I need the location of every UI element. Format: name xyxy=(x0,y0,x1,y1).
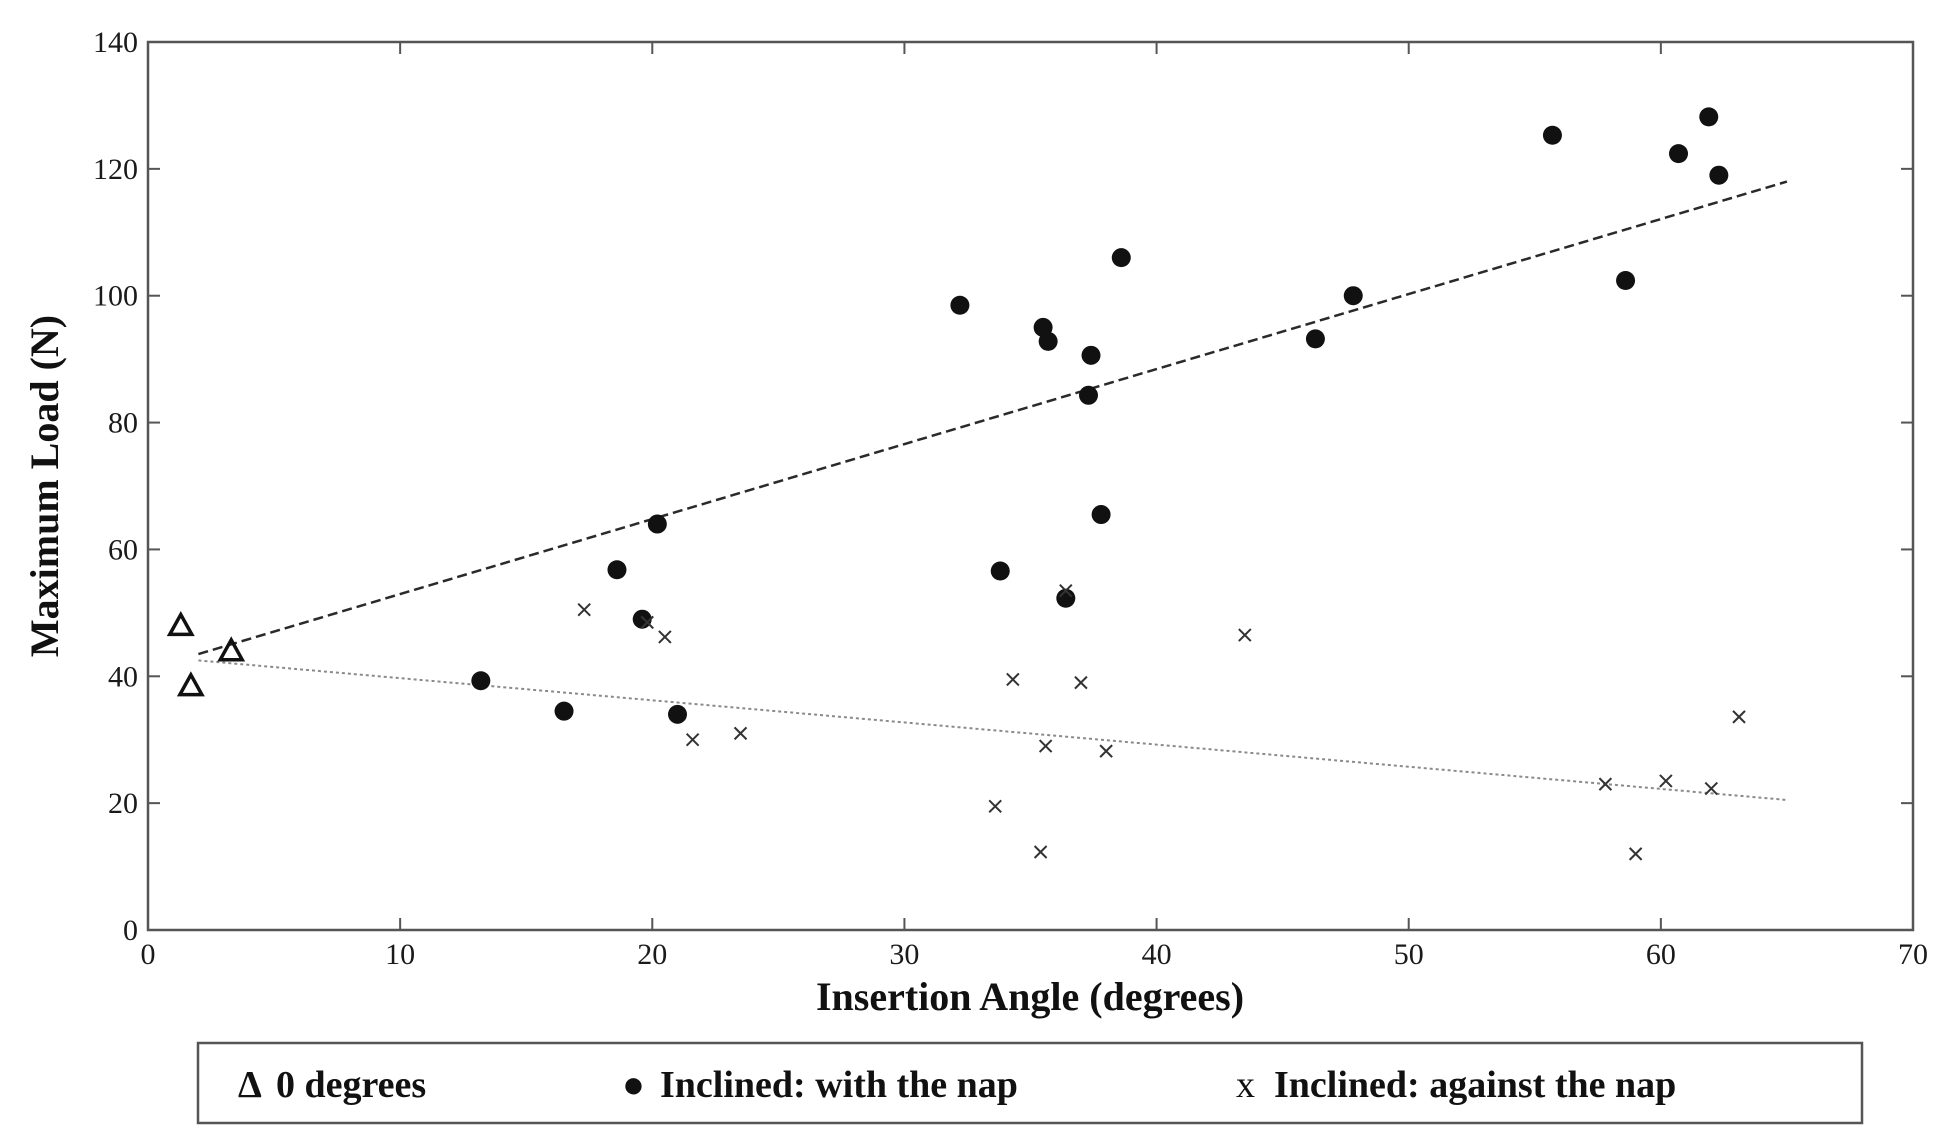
point-against-nap xyxy=(1006,672,1020,687)
point-with-nap xyxy=(1709,165,1729,185)
y-tick-label: 20 xyxy=(108,787,138,820)
legend-label-against-nap: Inclined: against the nap xyxy=(1274,1064,1676,1106)
point-against-nap xyxy=(1659,774,1673,788)
point-with-nap xyxy=(632,609,652,629)
x-axis-title: Insertion Angle (degrees) xyxy=(816,974,1244,1019)
x-tick-label: 40 xyxy=(1142,938,1172,971)
point-against-nap xyxy=(1059,583,1073,598)
point-with-nap xyxy=(1091,505,1111,525)
point-with-nap xyxy=(668,704,687,724)
point-against-nap xyxy=(1628,847,1643,861)
point-with-nap xyxy=(607,560,627,580)
point-against-nap xyxy=(733,726,748,741)
point-with-nap xyxy=(1078,385,1098,405)
y-tick-label: 80 xyxy=(108,407,138,440)
point-against-nap xyxy=(1732,710,1746,724)
x-tick-label: 50 xyxy=(1394,938,1424,971)
y-axis-title: Maximum Load (N) xyxy=(22,315,67,657)
point-with-nap xyxy=(1616,270,1636,290)
legend-symbol-x: x xyxy=(1236,1064,1255,1106)
point-against-nap xyxy=(1704,781,1718,796)
x-tick-label: 20 xyxy=(637,938,667,971)
point-with-nap xyxy=(647,514,667,534)
plot-area xyxy=(146,40,1915,932)
point-with-nap xyxy=(1669,144,1689,164)
point-against-nap xyxy=(1074,675,1088,690)
point-with-nap xyxy=(471,671,491,691)
point-with-nap xyxy=(1038,331,1058,351)
point-against-nap xyxy=(685,733,700,747)
x-tick-label: 60 xyxy=(1646,938,1676,971)
point-against-nap xyxy=(1099,744,1113,758)
legend-label-0-degrees: 0 degrees xyxy=(276,1064,426,1106)
trendlines xyxy=(198,180,1788,801)
legend-symbol-triangle: Δ xyxy=(238,1064,262,1106)
legend-box xyxy=(196,1041,1864,1125)
point-against-nap xyxy=(988,799,1002,814)
x-tick-label: 70 xyxy=(1898,938,1928,971)
point-against-nap xyxy=(640,615,654,630)
point-with-nap xyxy=(1542,125,1562,145)
point-against-nap xyxy=(577,602,591,617)
point-with-nap xyxy=(1699,107,1719,127)
y-tick-label: 120 xyxy=(93,153,138,186)
trendline-with-nap xyxy=(198,180,1788,656)
legend-symbol-circle: ● xyxy=(622,1064,645,1106)
data-points xyxy=(166,107,1746,861)
point-with-nap xyxy=(1081,345,1101,365)
point-with-nap xyxy=(950,295,970,315)
point-with-nap xyxy=(1305,329,1325,349)
y-tick-label: 140 xyxy=(93,26,138,59)
point-0-degrees xyxy=(166,610,195,637)
legend-label-with-nap: Inclined: with the nap xyxy=(660,1064,1018,1106)
point-with-nap xyxy=(554,701,574,721)
point-0-degrees xyxy=(176,671,205,697)
point-with-nap xyxy=(1056,588,1076,608)
y-tick-label: 0 xyxy=(123,914,138,947)
x-tick-label: 30 xyxy=(889,938,919,971)
y-tick-label: 60 xyxy=(108,533,138,566)
point-0-degrees xyxy=(217,636,246,662)
point-with-nap xyxy=(1111,248,1131,268)
x-tick-label: 10 xyxy=(385,938,415,971)
point-with-nap xyxy=(990,561,1010,581)
point-against-nap xyxy=(1033,845,1048,859)
point-against-nap xyxy=(658,630,672,644)
x-tick-label: 0 xyxy=(141,938,156,971)
y-tick-label: 100 xyxy=(93,280,138,313)
point-against-nap xyxy=(1238,628,1252,642)
legend: Δ 0 degrees ● Inclined: with the nap x I… xyxy=(196,1041,1864,1125)
point-against-nap xyxy=(1038,739,1053,753)
y-tick-label: 40 xyxy=(108,660,138,693)
axis-ticks: 0 10 20 30 40 50 60 70 0 20 40 60 80 100 120 140 xyxy=(93,26,1928,971)
point-against-nap xyxy=(1598,777,1613,791)
point-with-nap xyxy=(1343,286,1363,306)
trendline-against-nap xyxy=(198,659,1788,801)
